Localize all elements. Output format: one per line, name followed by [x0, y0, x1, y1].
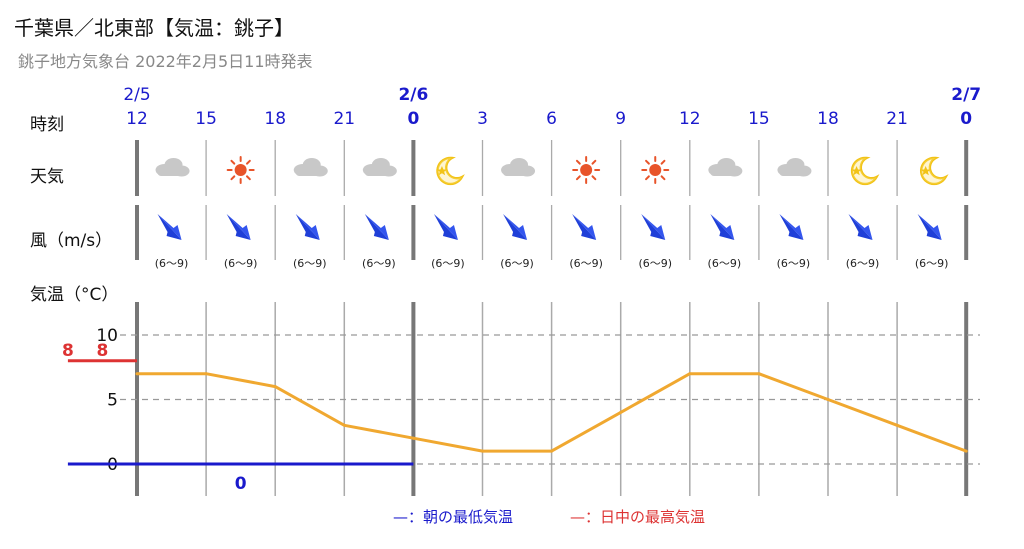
max-temp-label: 8 — [62, 341, 74, 361]
moon-icon — [920, 156, 949, 186]
wind-arrow-icon — [779, 214, 804, 240]
cloud-icon — [501, 158, 536, 177]
wind-arrow-icon — [433, 214, 458, 240]
moon-icon — [436, 156, 465, 186]
wind-row-label: 風（m/s） — [30, 231, 113, 251]
wind-speed-label: (6～9) — [155, 257, 189, 270]
wind-arrow-icon — [157, 214, 182, 240]
hour-label: 0 — [960, 109, 972, 129]
temperature-point — [757, 372, 761, 376]
hour-label: 21 — [333, 109, 355, 129]
legend-min-label: —：朝の最低気温 — [393, 508, 514, 526]
legend-min-temp: —：朝の最低気温 — [393, 506, 513, 527]
wind-speed-label: (6～9) — [708, 257, 742, 270]
hour-label: 3 — [477, 109, 488, 129]
weather-row-label: 天気 — [30, 167, 64, 187]
wind-arrow-icon — [226, 214, 251, 240]
page-subtitle: 銚子地方気象台 2022年2月5日11時発表 — [18, 52, 313, 71]
legend-max-label: —：日中の最高気温 — [570, 508, 706, 526]
hour-label: 0 — [407, 109, 419, 129]
cloud-icon — [708, 158, 743, 177]
sun-icon — [226, 156, 255, 184]
max-temp-label: 8 — [97, 341, 109, 361]
wind-speed-label: (6～9) — [638, 257, 672, 270]
wind-arrow-icon — [572, 214, 597, 240]
wind-speed-label: (6～9) — [500, 257, 534, 270]
wind-speed-label: (6～9) — [777, 257, 811, 270]
wind-speed-label: (6～9) — [431, 257, 465, 270]
wind-arrow-icon — [917, 214, 942, 240]
temperature-point — [204, 372, 208, 376]
temperature-point — [826, 398, 830, 401]
date-label: 2/7 — [951, 85, 981, 105]
temp-row-label: 気温（°C） — [30, 285, 119, 305]
temperature-point — [688, 372, 692, 376]
y-tick-label: 5 — [107, 391, 118, 411]
wind-arrow-icon — [710, 214, 735, 240]
sun-icon — [572, 156, 601, 184]
legend-max-temp: —：日中の最高気温 — [570, 506, 705, 527]
wind-arrow-icon — [641, 214, 666, 240]
wind-speed-label: (6～9) — [224, 257, 258, 270]
temperature-point — [550, 449, 554, 453]
wind-speed-label: (6～9) — [915, 257, 949, 270]
cloud-icon — [155, 158, 190, 177]
hour-label: 12 — [679, 109, 701, 129]
temperature-point — [895, 423, 899, 427]
hour-label: 18 — [817, 109, 839, 129]
temperature-point — [411, 436, 415, 440]
min-temp-label: 0 — [235, 474, 247, 494]
page-title: 千葉県／北東部【気温：銚子】 — [14, 16, 294, 40]
wind-arrow-icon — [503, 214, 528, 240]
hour-label: 6 — [546, 109, 557, 129]
cloud-icon — [777, 158, 812, 177]
wind-arrow-icon — [364, 214, 389, 240]
time-row-label: 時刻 — [30, 115, 64, 135]
date-label: 2/5 — [123, 85, 150, 105]
hour-label: 15 — [748, 109, 770, 129]
wind-arrow-icon — [295, 214, 320, 240]
sun-icon — [641, 156, 670, 184]
moon-icon — [850, 156, 880, 186]
hour-label: 12 — [126, 109, 148, 129]
wind-speed-label: (6～9) — [293, 257, 327, 270]
y-tick-label: 10 — [96, 326, 118, 346]
hour-label: 9 — [615, 109, 626, 129]
cloud-icon — [362, 158, 397, 177]
temperature-point — [481, 449, 484, 453]
wind-speed-label: (6～9) — [569, 257, 603, 270]
wind-speed-label: (6～9) — [846, 257, 880, 270]
temperature-point — [342, 423, 346, 427]
temperature-point — [135, 372, 139, 376]
date-label: 2/6 — [398, 85, 428, 105]
wind-arrow-icon — [848, 214, 873, 240]
hour-label: 21 — [886, 109, 908, 129]
cloud-icon — [293, 158, 328, 177]
temperature-point — [964, 449, 968, 453]
temperature-point — [273, 385, 277, 389]
hour-label: 15 — [195, 109, 217, 129]
temperature-point — [619, 410, 623, 414]
wind-speed-label: (6～9) — [362, 257, 396, 270]
hour-label: 18 — [264, 109, 286, 129]
